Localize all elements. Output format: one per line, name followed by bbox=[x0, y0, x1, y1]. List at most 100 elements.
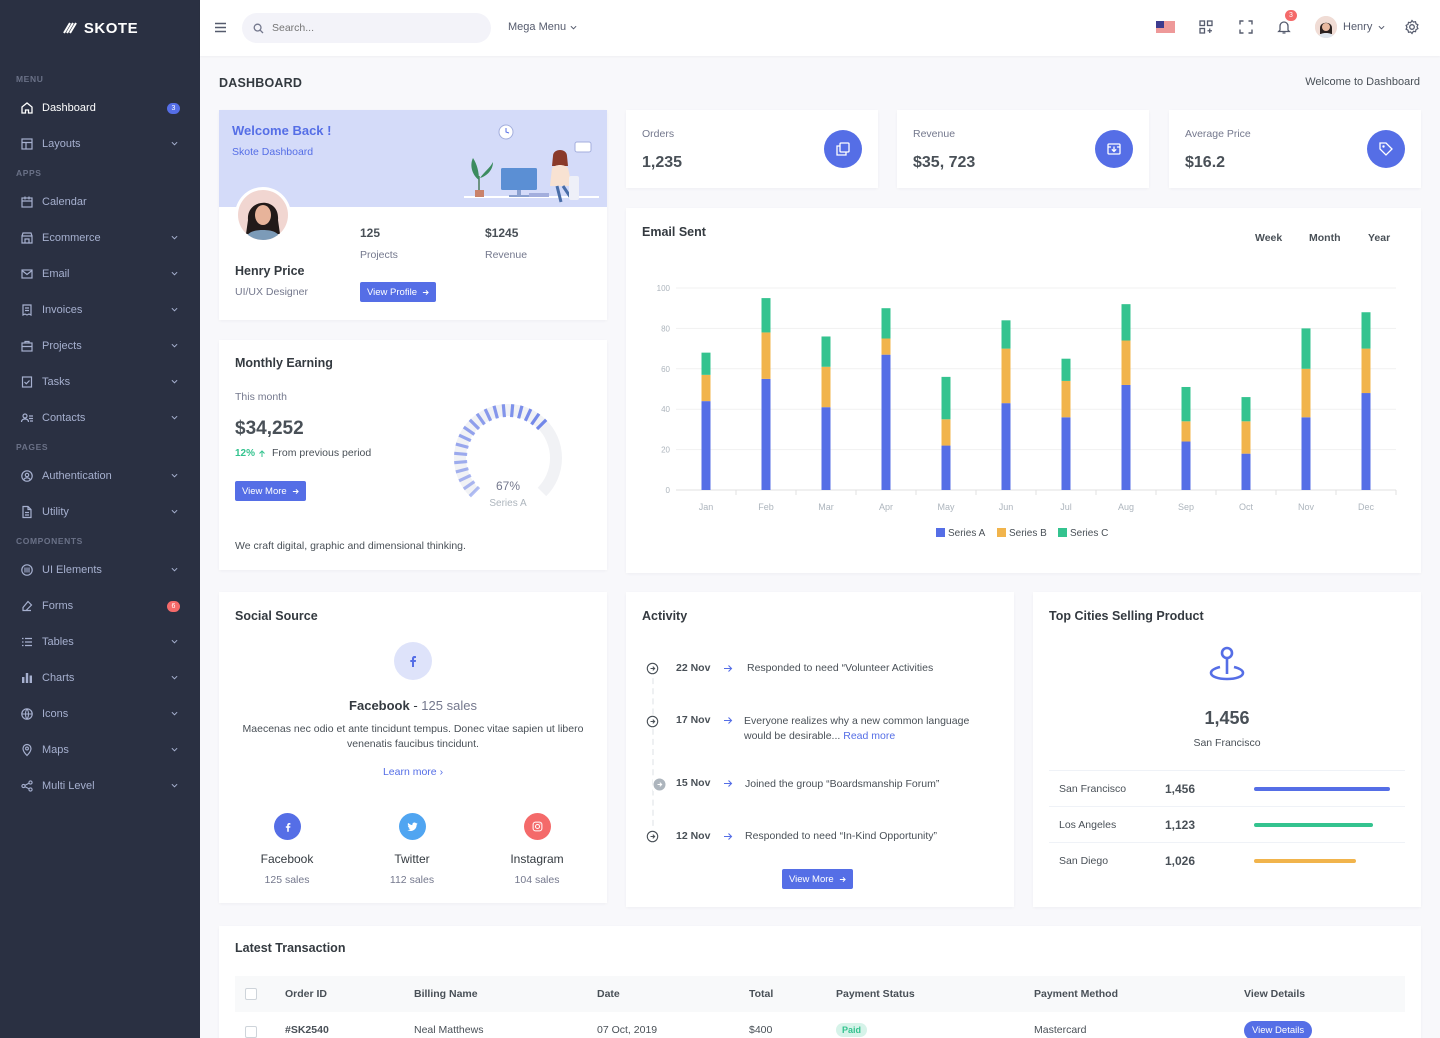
x-tick-label: Aug bbox=[1118, 502, 1134, 512]
chevron-down-icon bbox=[171, 711, 178, 716]
x-tick-label: Feb bbox=[758, 502, 774, 512]
social-description: Maecenas nec odio et ante tincidunt temp… bbox=[242, 723, 584, 750]
col-payment-method[interactable]: Payment Method bbox=[1034, 988, 1119, 1000]
range-tab-year[interactable]: Year bbox=[1368, 232, 1391, 244]
sidebar-item-forms[interactable]: Forms 6 bbox=[0, 588, 200, 624]
user-dropdown[interactable]: Henry bbox=[1315, 16, 1385, 38]
bar-segment bbox=[941, 445, 951, 490]
growth-indicator: 12% bbox=[235, 448, 266, 459]
legend-swatch bbox=[936, 528, 945, 537]
period-comparison: From previous period bbox=[272, 447, 372, 459]
fullscreen-icon[interactable] bbox=[1238, 19, 1254, 35]
bar-segment bbox=[1181, 441, 1191, 490]
card-title: Activity bbox=[642, 609, 688, 623]
sidebar-item-ecommerce[interactable]: Ecommerce bbox=[0, 220, 200, 256]
sidebar-item-dashboard[interactable]: Dashboard 3 bbox=[0, 90, 200, 126]
card-title: Email Sent bbox=[642, 225, 706, 239]
bar-segment bbox=[701, 374, 711, 402]
social-name: Twitter bbox=[394, 852, 430, 866]
status-badge: Paid bbox=[836, 1023, 868, 1037]
col-date[interactable]: Date bbox=[597, 988, 620, 1000]
bar-segment bbox=[1001, 403, 1011, 490]
order-id[interactable]: #SK2540 bbox=[285, 1024, 329, 1036]
sidebar-item-contacts[interactable]: Contacts bbox=[0, 400, 200, 436]
sidebar-item-multi-level[interactable]: Multi Level bbox=[0, 768, 200, 804]
sidebar-item-authentication[interactable]: Authentication bbox=[0, 458, 200, 494]
bar-segment bbox=[1361, 348, 1371, 394]
mega-menu-dropdown[interactable]: Mega Menu bbox=[508, 21, 577, 33]
sidebar-item-layouts[interactable]: Layouts bbox=[0, 126, 200, 162]
bar-segment bbox=[761, 332, 771, 379]
legend-label[interactable]: Series C bbox=[1070, 528, 1108, 539]
row-checkbox[interactable] bbox=[245, 1026, 257, 1038]
read-more-link[interactable]: Read more bbox=[843, 730, 896, 742]
x-tick-label: Jul bbox=[1060, 502, 1072, 512]
twitter-icon-circle bbox=[399, 813, 426, 840]
gear-icon[interactable] bbox=[1404, 19, 1420, 35]
section-menu: Menu bbox=[16, 74, 44, 84]
earning-amount: $34,252 bbox=[235, 418, 304, 439]
top-cities-card: Top Cities Selling Product 1,456 San Fra… bbox=[1033, 592, 1421, 907]
learn-more-link[interactable]: Learn more › bbox=[382, 766, 444, 778]
social-source-card: Social Source Facebook - 125 sales Maece… bbox=[219, 592, 607, 903]
view-more-button[interactable]: View More bbox=[235, 481, 306, 501]
home-icon bbox=[20, 101, 34, 115]
twitter-icon bbox=[407, 822, 418, 831]
dashboard-badge: 3 bbox=[167, 103, 180, 114]
order-date: 07 Oct, 2019 bbox=[597, 1024, 658, 1036]
average-price-card: Average Price $16.2 bbox=[1169, 110, 1421, 188]
search-box[interactable] bbox=[242, 13, 491, 43]
sidebar-item-tasks[interactable]: Tasks bbox=[0, 364, 200, 400]
bar-segment bbox=[1241, 453, 1251, 490]
sidebar-item-calendar[interactable]: Calendar bbox=[0, 184, 200, 220]
sidebar-item-utility[interactable]: Utility bbox=[0, 494, 200, 530]
order-total: $400 bbox=[749, 1024, 773, 1036]
view-more-button[interactable]: View More bbox=[782, 869, 853, 889]
us-flag-icon[interactable] bbox=[1156, 21, 1175, 34]
chevron-down-icon bbox=[171, 307, 178, 312]
y-tick-label: 100 bbox=[657, 284, 671, 293]
bar-segment bbox=[1001, 320, 1011, 349]
sidebar-item-email[interactable]: Email bbox=[0, 256, 200, 292]
profile-name: Henry Price bbox=[235, 264, 305, 278]
col-billing-name[interactable]: Billing Name bbox=[414, 988, 478, 1000]
payment-method: Mastercard bbox=[1034, 1024, 1087, 1036]
range-tab-month[interactable]: Month bbox=[1309, 232, 1341, 244]
sidebar-item-maps[interactable]: Maps bbox=[0, 732, 200, 768]
sidebar-item-charts[interactable]: Charts bbox=[0, 660, 200, 696]
legend-label[interactable]: Series A bbox=[948, 528, 986, 539]
sidebar-item-icons[interactable]: Icons bbox=[0, 696, 200, 732]
col-total[interactable]: Total bbox=[749, 988, 774, 1000]
apps-grid-icon[interactable] bbox=[1198, 19, 1214, 35]
arrow-right-icon bbox=[724, 833, 733, 840]
bar-segment bbox=[821, 336, 831, 367]
sidebar-item-ui-elements[interactable]: UI Elements bbox=[0, 552, 200, 588]
select-all-checkbox[interactable] bbox=[245, 988, 257, 1000]
legend-label[interactable]: Series B bbox=[1009, 528, 1047, 539]
store-icon bbox=[20, 231, 34, 245]
projects-label: Projects bbox=[360, 249, 398, 261]
sidebar-item-tables[interactable]: Tables bbox=[0, 624, 200, 660]
view-details-button[interactable]: View Details bbox=[1244, 1021, 1313, 1038]
col-order-id[interactable]: Order ID bbox=[285, 988, 328, 1000]
chevron-right-icon: › bbox=[439, 766, 444, 778]
arrow-right-icon bbox=[292, 488, 299, 494]
bar-segment bbox=[881, 338, 891, 355]
eraser-icon bbox=[20, 599, 34, 613]
sidebar-item-invoices[interactable]: Invoices bbox=[0, 292, 200, 328]
notification-badge: 3 bbox=[1285, 10, 1297, 21]
range-tab-week[interactable]: Week bbox=[1255, 232, 1283, 244]
chevron-down-icon bbox=[171, 639, 178, 644]
menu-toggle-icon[interactable] bbox=[214, 21, 227, 34]
brand-logo[interactable]: SKOTE bbox=[0, 0, 200, 56]
calendar-icon bbox=[20, 195, 34, 209]
col-view-details[interactable]: View Details bbox=[1244, 988, 1306, 1000]
facebook-icon bbox=[410, 656, 416, 667]
sidebar-item-projects[interactable]: Projects bbox=[0, 328, 200, 364]
view-profile-button[interactable]: View Profile bbox=[360, 282, 436, 302]
col-payment-status[interactable]: Payment Status bbox=[836, 988, 915, 1000]
welcome-subtitle: Skote Dashboard bbox=[232, 146, 314, 158]
search-input[interactable] bbox=[272, 22, 472, 34]
chevron-down-icon bbox=[171, 747, 178, 752]
bell-icon[interactable] bbox=[1276, 19, 1292, 35]
